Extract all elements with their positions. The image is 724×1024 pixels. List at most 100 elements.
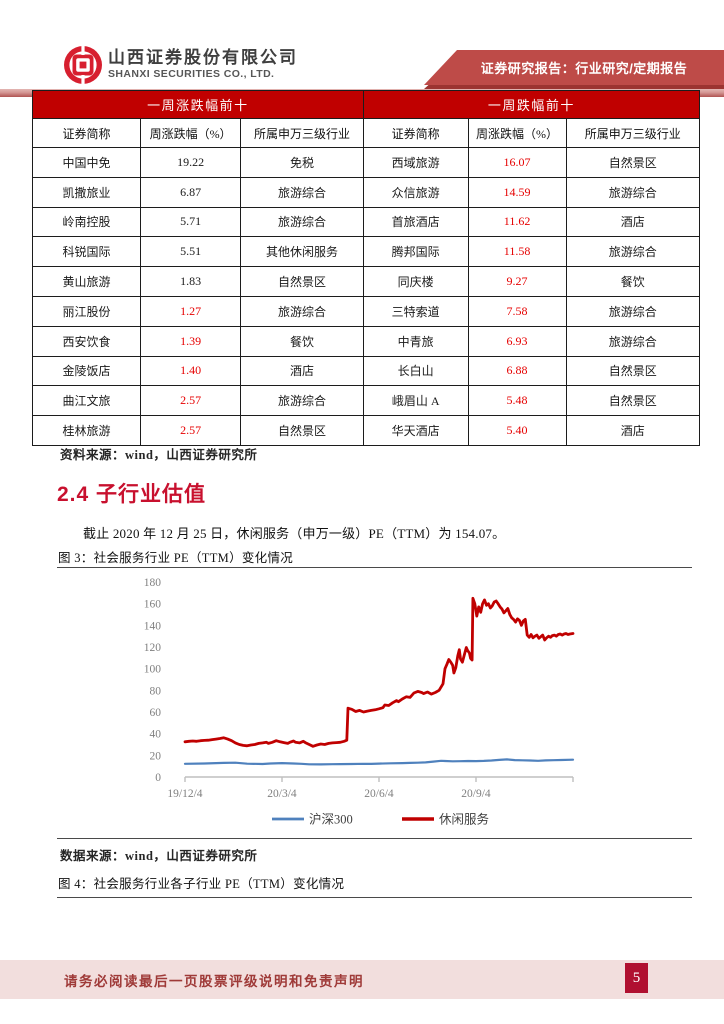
series-line-休闲服务 bbox=[183, 596, 575, 748]
pct-change-cell: 11.62 bbox=[467, 206, 567, 238]
y-axis-tick-label: 140 bbox=[144, 620, 162, 632]
series-line-沪深300 bbox=[183, 758, 575, 766]
industry-cell: 免税 bbox=[240, 147, 364, 178]
footer-disclaimer: 请务必阅读最后一页股票评级说明和免责声明 bbox=[64, 974, 364, 989]
pct-change-cell: 11.58 bbox=[467, 236, 567, 268]
pct-change-cell: 9.27 bbox=[467, 266, 567, 297]
stock-name-cell: 中国中免 bbox=[31, 147, 142, 178]
pct-change-cell: 5.51 bbox=[140, 236, 242, 268]
table-source-note: 资料来源：wind，山西证券研究所 bbox=[60, 448, 258, 462]
stock-name-cell: 科锐国际 bbox=[31, 236, 142, 268]
company-name-en: SHANXI SECURITIES CO., LTD. bbox=[108, 67, 275, 80]
x-axis-tick-label: 20/3/4 bbox=[267, 788, 297, 800]
industry-cell: 自然景区 bbox=[240, 266, 364, 297]
report-type-label: 证券研究报告：行业研究/定期报告 bbox=[480, 61, 688, 76]
industry-cell: 旅游综合 bbox=[240, 176, 364, 208]
page-number-badge: 5 bbox=[625, 963, 648, 993]
stock-name-cell: 华天酒店 bbox=[362, 415, 469, 446]
stock-name-cell: 凯撒旅业 bbox=[31, 176, 142, 208]
pct-change-cell: 1.83 bbox=[140, 266, 242, 297]
stock-name-cell: 峨眉山 A bbox=[362, 385, 469, 417]
column-header-left-0: 证券简称 bbox=[31, 118, 142, 148]
figure4-top-rule bbox=[57, 897, 692, 898]
pe-ttm-line-chart: 0 20 40 60 80 100 120 140 160 180 19/12/4 20/3/4 20/… bbox=[57, 571, 692, 835]
pct-change-cell: 19.22 bbox=[140, 147, 242, 178]
table-row: 中国中免 19.22 免税 西域旅游 16.07 自然景区 bbox=[31, 147, 701, 178]
pct-change-cell: 6.93 bbox=[467, 325, 567, 357]
table-row: 科锐国际 5.51 其他休闲服务 腾邦国际 11.58 旅游综合 bbox=[31, 236, 701, 268]
stock-name-cell: 同庆楼 bbox=[362, 266, 469, 297]
y-axis-tick-label: 100 bbox=[144, 664, 162, 676]
weekly-rank-table: 一周涨跌幅前十 一周跌幅前十 证券简称 周涨跌幅（%） 所属申万三级行业 证券简称 周涨… bbox=[31, 90, 701, 446]
section-paragraph: 截止 2020 年 12 月 25 日，休闲服务（申万一级）PE（TTM）为 1… bbox=[83, 526, 506, 541]
pct-change-cell: 1.39 bbox=[140, 325, 242, 357]
table-row: 黄山旅游 1.83 自然景区 同庆楼 9.27 餐饮 bbox=[31, 266, 701, 297]
industry-cell: 餐饮 bbox=[565, 266, 701, 297]
stock-name-cell: 金陵饭店 bbox=[31, 355, 142, 387]
x-axis-tick-label: 20/6/4 bbox=[364, 788, 394, 800]
industry-cell: 旅游综合 bbox=[240, 385, 364, 417]
stock-name-cell: 众信旅游 bbox=[362, 176, 469, 208]
y-axis-tick-label: 120 bbox=[144, 642, 162, 654]
company-name-cn: 山西证券股份有限公司 bbox=[108, 48, 298, 67]
industry-cell: 其他休闲服务 bbox=[240, 236, 364, 268]
industry-cell: 酒店 bbox=[565, 415, 701, 446]
industry-cell: 餐饮 bbox=[240, 325, 364, 357]
y-axis-tick-label: 160 bbox=[144, 599, 162, 611]
stock-name-cell: 三特索道 bbox=[362, 295, 469, 327]
stock-name-cell: 黄山旅游 bbox=[31, 266, 142, 297]
table-row: 曲江文旅 2.57 旅游综合 峨眉山 A 5.48 自然景区 bbox=[31, 385, 701, 417]
column-header-right-2: 所属申万三级行业 bbox=[565, 118, 701, 148]
pct-change-cell: 2.57 bbox=[140, 385, 242, 417]
stock-name-cell: 长白山 bbox=[362, 355, 469, 387]
legend-label-沪深300: 沪深300 bbox=[309, 813, 353, 827]
column-header-left-2: 所属申万三级行业 bbox=[240, 118, 364, 148]
figure3-top-rule bbox=[57, 567, 692, 568]
pct-change-cell: 5.71 bbox=[140, 206, 242, 238]
pct-change-cell: 5.48 bbox=[467, 385, 567, 417]
table-row: 凯撒旅业 6.87 旅游综合 众信旅游 14.59 旅游综合 bbox=[31, 176, 701, 208]
table-row: 岭南控股 5.71 旅游综合 首旅酒店 11.62 酒店 bbox=[31, 206, 701, 238]
report-type-banner: 证券研究报告：行业研究/定期报告 bbox=[424, 50, 724, 85]
figure3-bottom-rule bbox=[57, 838, 692, 839]
pct-change-cell: 1.27 bbox=[140, 295, 242, 327]
industry-cell: 自然景区 bbox=[565, 385, 701, 417]
top-gainers-band: 一周涨跌幅前十 bbox=[32, 90, 364, 119]
industry-cell: 旅游综合 bbox=[565, 236, 701, 268]
industry-cell: 旅游综合 bbox=[565, 325, 701, 357]
industry-cell: 旅游综合 bbox=[565, 295, 701, 327]
industry-cell: 自然景区 bbox=[565, 147, 701, 178]
industry-cell: 旅游综合 bbox=[565, 176, 701, 208]
stock-name-cell: 西安饮食 bbox=[31, 325, 142, 357]
table-row: 金陵饭店 1.40 酒店 长白山 6.88 自然景区 bbox=[31, 355, 701, 387]
table-row: 丽江股份 1.27 旅游综合 三特索道 7.58 旅游综合 bbox=[31, 295, 701, 327]
pct-change-cell: 14.59 bbox=[467, 176, 567, 208]
y-axis-tick-label: 180 bbox=[144, 577, 162, 589]
industry-cell: 酒店 bbox=[565, 206, 701, 238]
pct-change-cell: 16.07 bbox=[467, 147, 567, 178]
section-title: 2.4 子行业估值 bbox=[57, 483, 207, 506]
x-axis-tick-label: 19/12/4 bbox=[167, 788, 202, 800]
stock-name-cell: 首旅酒店 bbox=[362, 206, 469, 238]
stock-name-cell: 桂林旅游 bbox=[31, 415, 142, 446]
y-axis-tick-label: 20 bbox=[150, 750, 162, 762]
industry-cell: 自然景区 bbox=[565, 355, 701, 387]
pct-change-cell: 1.40 bbox=[140, 355, 242, 387]
footer-bar bbox=[0, 960, 724, 999]
table-row: 西安饮食 1.39 餐饮 中青旅 6.93 旅游综合 bbox=[31, 325, 701, 357]
stock-name-cell: 西域旅游 bbox=[362, 147, 469, 178]
pct-change-cell: 7.58 bbox=[467, 295, 567, 327]
industry-cell: 旅游综合 bbox=[240, 295, 364, 327]
pct-change-cell: 5.40 bbox=[467, 415, 567, 446]
column-header-right-1: 周涨跌幅（%） bbox=[467, 118, 567, 148]
column-header-left-1: 周涨跌幅（%） bbox=[140, 118, 242, 148]
banner-underline bbox=[424, 85, 724, 89]
x-axis-tick-label: 20/9/4 bbox=[461, 788, 491, 800]
industry-cell: 旅游综合 bbox=[240, 206, 364, 238]
stock-name-cell: 腾邦国际 bbox=[362, 236, 469, 268]
figure4-caption: 图 4：社会服务行业各子行业 PE（TTM）变化情况 bbox=[58, 877, 345, 891]
stock-name-cell: 中青旅 bbox=[362, 325, 469, 357]
legend-label-休闲服务: 休闲服务 bbox=[439, 812, 489, 827]
top-losers-band: 一周跌幅前十 bbox=[362, 90, 701, 119]
